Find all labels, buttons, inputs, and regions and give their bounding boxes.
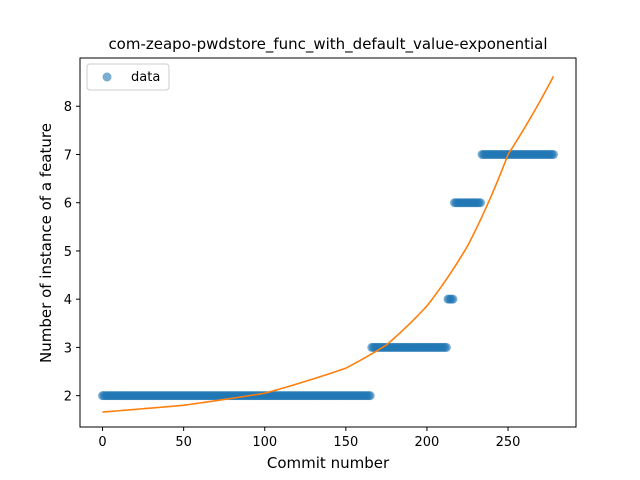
legend: data [86, 63, 170, 91]
data-point [448, 294, 458, 304]
y-tick-label: 6 [64, 197, 72, 212]
x-tick-label: 50 [175, 435, 192, 450]
y-tick-label: 2 [64, 390, 72, 405]
data-layer [98, 75, 558, 413]
y-axis-title: Number of instance of a feature [37, 123, 55, 363]
data-point [365, 391, 375, 401]
legend-box [86, 63, 170, 91]
y-tick-label: 7 [64, 148, 72, 163]
x-tick-label: 0 [98, 435, 106, 450]
chart-title: com-zeapo-pwdstore_func_with_default_val… [108, 35, 547, 54]
y-tick-label: 4 [64, 293, 72, 308]
x-tick-label: 250 [496, 435, 521, 450]
y-tick-label: 5 [64, 245, 72, 260]
y-tick-label: 3 [64, 341, 72, 356]
x-tick-label: 200 [415, 435, 440, 450]
legend-marker-data [102, 72, 112, 82]
x-axis-title: Commit number [267, 454, 390, 472]
y-tick-label: 8 [64, 100, 72, 115]
x-tick-label: 100 [252, 435, 277, 450]
data-point [441, 342, 451, 352]
data-point [548, 149, 558, 159]
fit-line [102, 75, 555, 413]
data-point [475, 198, 485, 208]
x-tick-label: 150 [333, 435, 358, 450]
legend-label-data: data [131, 70, 160, 85]
axes-layer: 0 50 100 150 200 250 2 3 4 5 6 7 8 [64, 57, 577, 450]
axes-frame [79, 57, 577, 428]
